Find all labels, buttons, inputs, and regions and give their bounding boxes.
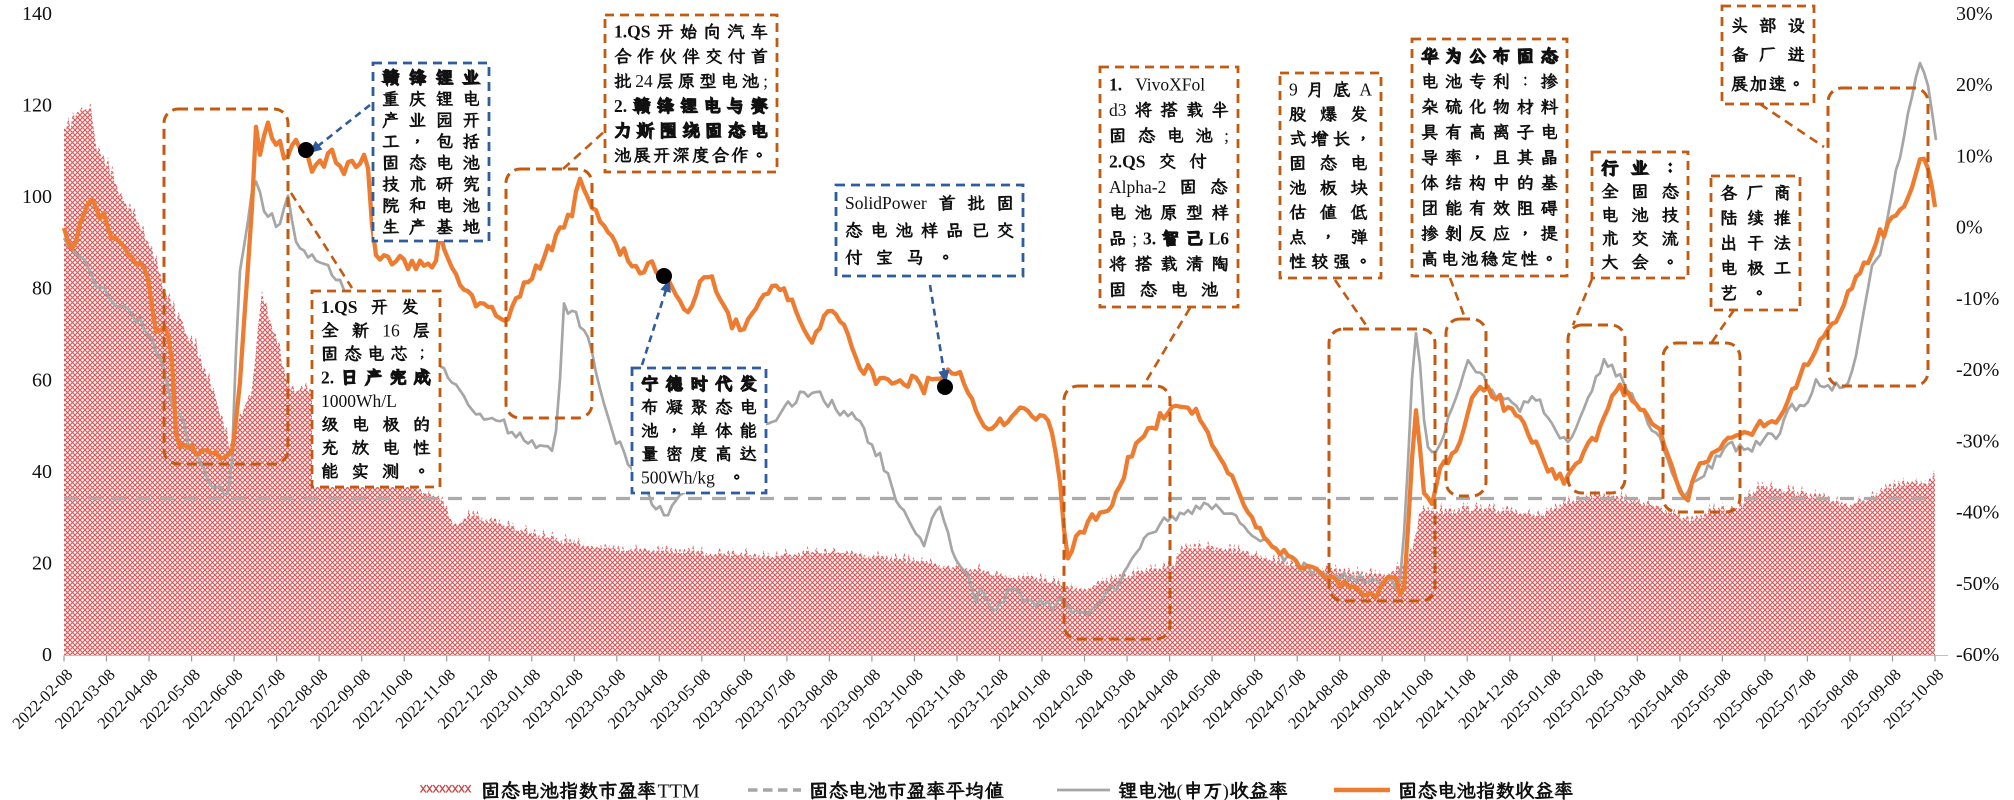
svg-text:0: 0: [42, 644, 52, 666]
svg-text:1.QS: 1.QS: [321, 297, 357, 317]
svg-text:SolidPower: SolidPower: [845, 193, 927, 213]
svg-text:3.: 3.: [1143, 228, 1156, 248]
svg-text:40: 40: [32, 461, 52, 483]
svg-text:20: 20: [32, 552, 52, 574]
svg-text:;: ;: [1132, 228, 1137, 248]
svg-text:d3: d3: [1109, 100, 1127, 120]
svg-text:20%: 20%: [1956, 74, 1993, 96]
svg-text:-10%: -10%: [1956, 288, 1999, 310]
svg-text:L6: L6: [1209, 228, 1230, 248]
svg-text:10%: 10%: [1956, 145, 1993, 167]
svg-text:VivoXFol: VivoXFol: [1135, 74, 1205, 94]
svg-text:;: ;: [1224, 126, 1229, 146]
svg-text:0%: 0%: [1956, 217, 1983, 239]
svg-text:1000Wh/L: 1000Wh/L: [321, 391, 397, 411]
svg-text:;: ;: [763, 71, 768, 91]
svg-text:-60%: -60%: [1956, 644, 1999, 666]
svg-text:9: 9: [1289, 80, 1298, 100]
svg-text:500Wh/kg: 500Wh/kg: [641, 467, 715, 487]
svg-text:): ): [1223, 781, 1229, 800]
svg-text:1.: 1.: [1109, 74, 1122, 94]
svg-text:-50%: -50%: [1956, 573, 1999, 595]
svg-text:24: 24: [635, 71, 653, 91]
svg-text:120: 120: [22, 95, 52, 117]
svg-text:Alpha-2: Alpha-2: [1109, 177, 1166, 197]
svg-text:1.QS: 1.QS: [614, 22, 650, 42]
svg-text:140: 140: [22, 3, 52, 25]
svg-text:TTM: TTM: [658, 780, 700, 800]
svg-text:A: A: [1359, 80, 1372, 100]
svg-text:2.QS: 2.QS: [1109, 151, 1145, 171]
svg-text:-20%: -20%: [1956, 359, 1999, 381]
svg-text:16: 16: [382, 320, 400, 340]
svg-text:-30%: -30%: [1956, 430, 1999, 452]
svg-text:80: 80: [32, 278, 52, 300]
svg-text:60: 60: [32, 369, 52, 391]
svg-text:2.: 2.: [321, 367, 334, 387]
svg-text:-40%: -40%: [1956, 502, 1999, 524]
svg-text:100: 100: [22, 186, 52, 208]
svg-text:30%: 30%: [1956, 3, 1993, 25]
svg-text:(: (: [1177, 781, 1183, 800]
svg-text:2.: 2.: [614, 96, 627, 116]
